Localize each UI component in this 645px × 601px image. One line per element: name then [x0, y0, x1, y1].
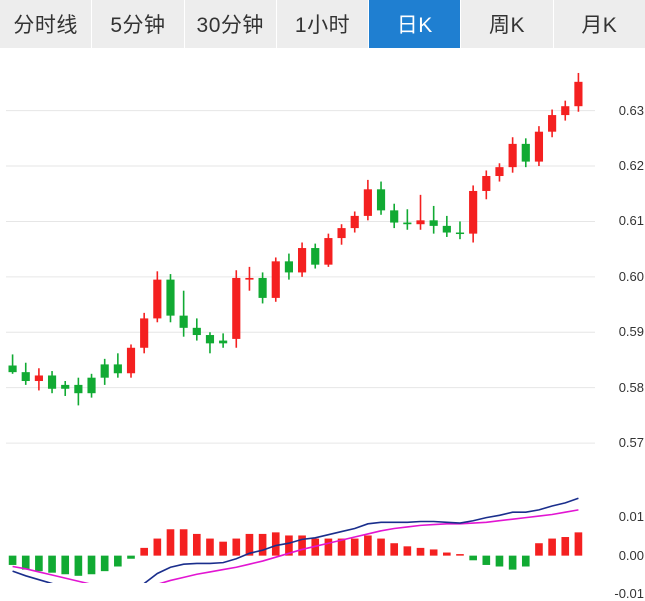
tab-period-2[interactable]: 30分钟 — [184, 0, 277, 48]
tab-label: 30分钟 — [196, 14, 264, 37]
price-tick-label: 0.60 — [618, 268, 644, 284]
tab-period-3[interactable]: 1小时 — [276, 0, 370, 48]
price-tick-label: 0.59 — [618, 324, 644, 340]
tab-label: 日K — [396, 14, 433, 37]
price-tick-label: 0.57 — [618, 435, 644, 451]
tab-label: 5分钟 — [110, 14, 166, 37]
macd-tick-label: 0.01 — [618, 508, 644, 524]
tab-period-5[interactable]: 周K — [461, 0, 554, 48]
tab-label: 月K — [581, 14, 618, 37]
price-tick-label: 0.62 — [618, 158, 644, 174]
macd-tick-label: -0.01 — [614, 586, 644, 601]
price-tick-label: 0.58 — [618, 379, 644, 395]
tab-period-4[interactable]: 日K — [369, 0, 462, 48]
tab-label: 1小时 — [294, 14, 351, 37]
period-tab-bar[interactable]: 分时线 5分钟 30分钟 1小时 日K 周K 月K — [0, 0, 645, 48]
price-tick-label: 0.61 — [618, 213, 644, 229]
chart-area[interactable]: 0.57 0.58 0.59 0.60 0.61 0.62 0.63 -0.01 0.00 0.… — [0, 48, 645, 601]
tab-label: 分时线 — [13, 14, 78, 37]
tab-period-0[interactable]: 分时线 — [0, 0, 93, 48]
price-tick-label: 0.63 — [618, 102, 644, 118]
macd-tick-label: 0.00 — [618, 547, 644, 563]
tab-period-6[interactable]: 月K — [553, 0, 645, 48]
tab-label: 周K — [489, 14, 526, 37]
candlestick-and-macd-chart — [6, 72, 595, 583]
tab-period-1[interactable]: 5分钟 — [92, 0, 185, 48]
